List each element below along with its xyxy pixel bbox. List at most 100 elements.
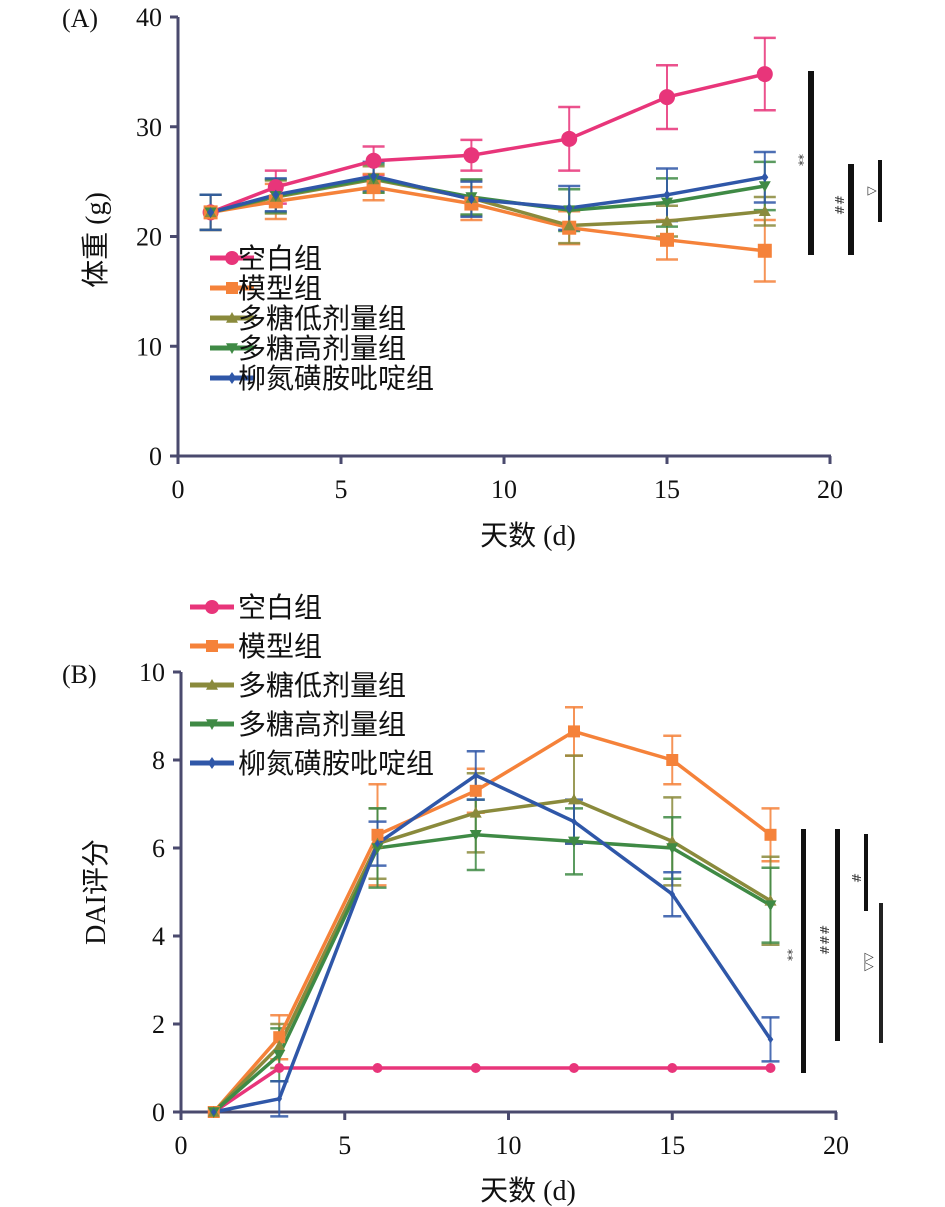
panel-a-series-2-marker xyxy=(757,243,772,258)
panel-a-x-tick-label: 20 xyxy=(817,475,843,504)
sig-label-b-1: ** xyxy=(781,949,795,961)
panel-a-series-1-marker xyxy=(561,130,578,147)
panel-a-x-axis-title: 天数 (d) xyxy=(480,520,576,552)
panel-a-legend-item: 多糖高剂量组 xyxy=(210,332,406,365)
panel-b-legend-item: 多糖低剂量组 xyxy=(190,669,406,702)
panel-a-series-2-marker xyxy=(660,232,674,247)
panel-b-series-4-marker xyxy=(469,830,482,841)
panel-b-axes: 0 2 4 6 8 10 0 5 10 15 20 xyxy=(139,658,849,1160)
sig-label-b-3: # xyxy=(849,873,863,883)
panel-a-series-3-marker xyxy=(563,219,576,231)
sig-label-a-3: △ xyxy=(866,186,880,196)
panel-b-series-3-marker xyxy=(469,806,482,818)
panel-b-legend-swatch-marker xyxy=(205,600,219,614)
panel-a-series-1-marker xyxy=(365,152,382,169)
panel-a-lines xyxy=(209,72,766,253)
panel-b-series-1-marker xyxy=(667,1063,678,1073)
sig-bar-b-2 xyxy=(835,829,840,1041)
sig-bar-b-3 xyxy=(864,834,868,911)
panel-b-legend-item: 多糖高剂量组 xyxy=(190,708,406,741)
panel-a-series-1-marker xyxy=(463,147,480,164)
panel-a-legend-swatch-marker xyxy=(226,312,238,323)
sig-bar-a-3 xyxy=(878,160,882,222)
panel-b-legend-swatch-marker xyxy=(206,679,218,690)
panel-b-x-axis-title: 天数 (d) xyxy=(480,1175,576,1207)
panel-b-legend-item: 模型组 xyxy=(190,630,322,663)
panel-b-legend-item: 柳氮磺胺吡啶组 xyxy=(190,747,434,780)
panel-b-x-tick-label: 15 xyxy=(659,1131,685,1160)
panel-a-legend-swatch-marker xyxy=(226,343,238,354)
panel-b-series-2-marker xyxy=(568,725,580,738)
panel-a-markers xyxy=(202,66,773,258)
panel-b-series-1-marker xyxy=(569,1063,579,1073)
panel-b-series-1-marker xyxy=(470,1063,481,1073)
panel-a-series-1-marker xyxy=(659,89,675,106)
panel-b-x-tick-label: 20 xyxy=(823,1131,849,1160)
panel-a-y-tick-label: 20 xyxy=(136,223,162,252)
panel-b-series-1-marker xyxy=(372,1063,383,1073)
panel-b-y-tick-label: 10 xyxy=(139,658,165,687)
panel-a-body-weight-chart: (A) 0 10 20 30 40 0 5 10 15 20 空白组模型组多糖低剂量组多糖高剂量组… xyxy=(62,3,882,552)
panel-b-legend-label: 多糖低剂量组 xyxy=(238,669,406,702)
sig-label-b-4: △△ xyxy=(863,953,877,972)
panel-b-legend-swatch-marker xyxy=(207,757,217,769)
panel-b-x-tick-label: 10 xyxy=(496,1131,522,1160)
panel-a-legend-label: 多糖高剂量组 xyxy=(238,332,406,365)
panel-a-label: (A) xyxy=(62,4,98,33)
panel-b-y-tick-label: 0 xyxy=(152,1098,165,1127)
panel-b-series-5-line xyxy=(213,773,772,1114)
sig-bar-a-2 xyxy=(848,164,854,255)
panel-b-series-2-marker xyxy=(469,784,482,797)
panel-a-series-5-marker xyxy=(761,172,769,183)
panel-b-series-5-marker xyxy=(669,890,676,899)
panel-b-series-4-marker xyxy=(764,900,777,912)
panel-a-series-3-marker xyxy=(661,215,673,226)
sig-label-a-2: ## xyxy=(832,195,846,215)
panel-b-series-5-marker xyxy=(571,817,577,826)
panel-a-legend-swatch-marker xyxy=(227,372,237,384)
panel-a-series-3-line xyxy=(210,177,765,228)
panel-b-legend-swatch-marker xyxy=(206,640,218,652)
panel-b-series-5-marker xyxy=(210,1108,217,1116)
panel-a-y-tick-label: 10 xyxy=(136,332,162,361)
panel-a-x-tick-label: 10 xyxy=(491,475,517,504)
panel-a-series-5-marker xyxy=(370,171,378,182)
panel-a-series-5-marker xyxy=(207,207,215,218)
panel-a-significance: ** ## △ xyxy=(792,71,882,255)
panel-a-y-tick-label: 30 xyxy=(136,113,162,142)
panel-b-series-2-marker xyxy=(764,828,777,841)
panel-a-series-1-marker xyxy=(756,66,773,83)
panel-a-y-axis-title: 体重 (g) xyxy=(80,192,112,288)
panel-b-series-4-line xyxy=(212,833,772,1114)
panel-a-series-5-marker xyxy=(565,202,573,213)
panel-b-y-tick-label: 2 xyxy=(152,1010,165,1039)
sig-bar-b-4 xyxy=(879,903,883,1043)
sig-label-b-2: ### xyxy=(817,925,831,955)
panel-a-series-5-marker xyxy=(467,194,475,205)
panel-b-series-1-line xyxy=(212,1066,771,1114)
panel-b-series-2-marker xyxy=(371,828,384,841)
panel-a-legend-item: 多糖低剂量组 xyxy=(210,302,406,335)
panel-a-legend-swatch-marker xyxy=(225,251,239,265)
panel-b-series-2-marker xyxy=(666,754,679,766)
panel-a-series-3-marker xyxy=(758,205,771,217)
panel-b-series-5-marker xyxy=(767,1035,774,1044)
sig-bar-a-1 xyxy=(808,71,814,255)
panel-b-x-tick-label: 5 xyxy=(338,1131,351,1160)
panel-b-legend-label: 空白组 xyxy=(238,591,322,624)
panel-b-series-4-marker xyxy=(568,836,580,848)
panel-b-y-tick-label: 8 xyxy=(152,746,165,775)
panel-a-legend-swatch-marker xyxy=(226,282,238,294)
panel-b-label: (B) xyxy=(62,660,97,689)
panel-a-series-4-marker xyxy=(758,181,771,193)
panel-b-series-5-marker xyxy=(374,839,381,848)
panel-b-series-4-marker xyxy=(371,843,384,854)
panel-a-series-5-marker xyxy=(663,189,671,200)
panel-b-legend-label: 模型组 xyxy=(238,630,322,663)
panel-a-x-tick-label: 15 xyxy=(654,475,680,504)
sig-bar-b-1 xyxy=(801,829,806,1073)
panel-a-y-tick-label: 0 xyxy=(149,442,162,471)
